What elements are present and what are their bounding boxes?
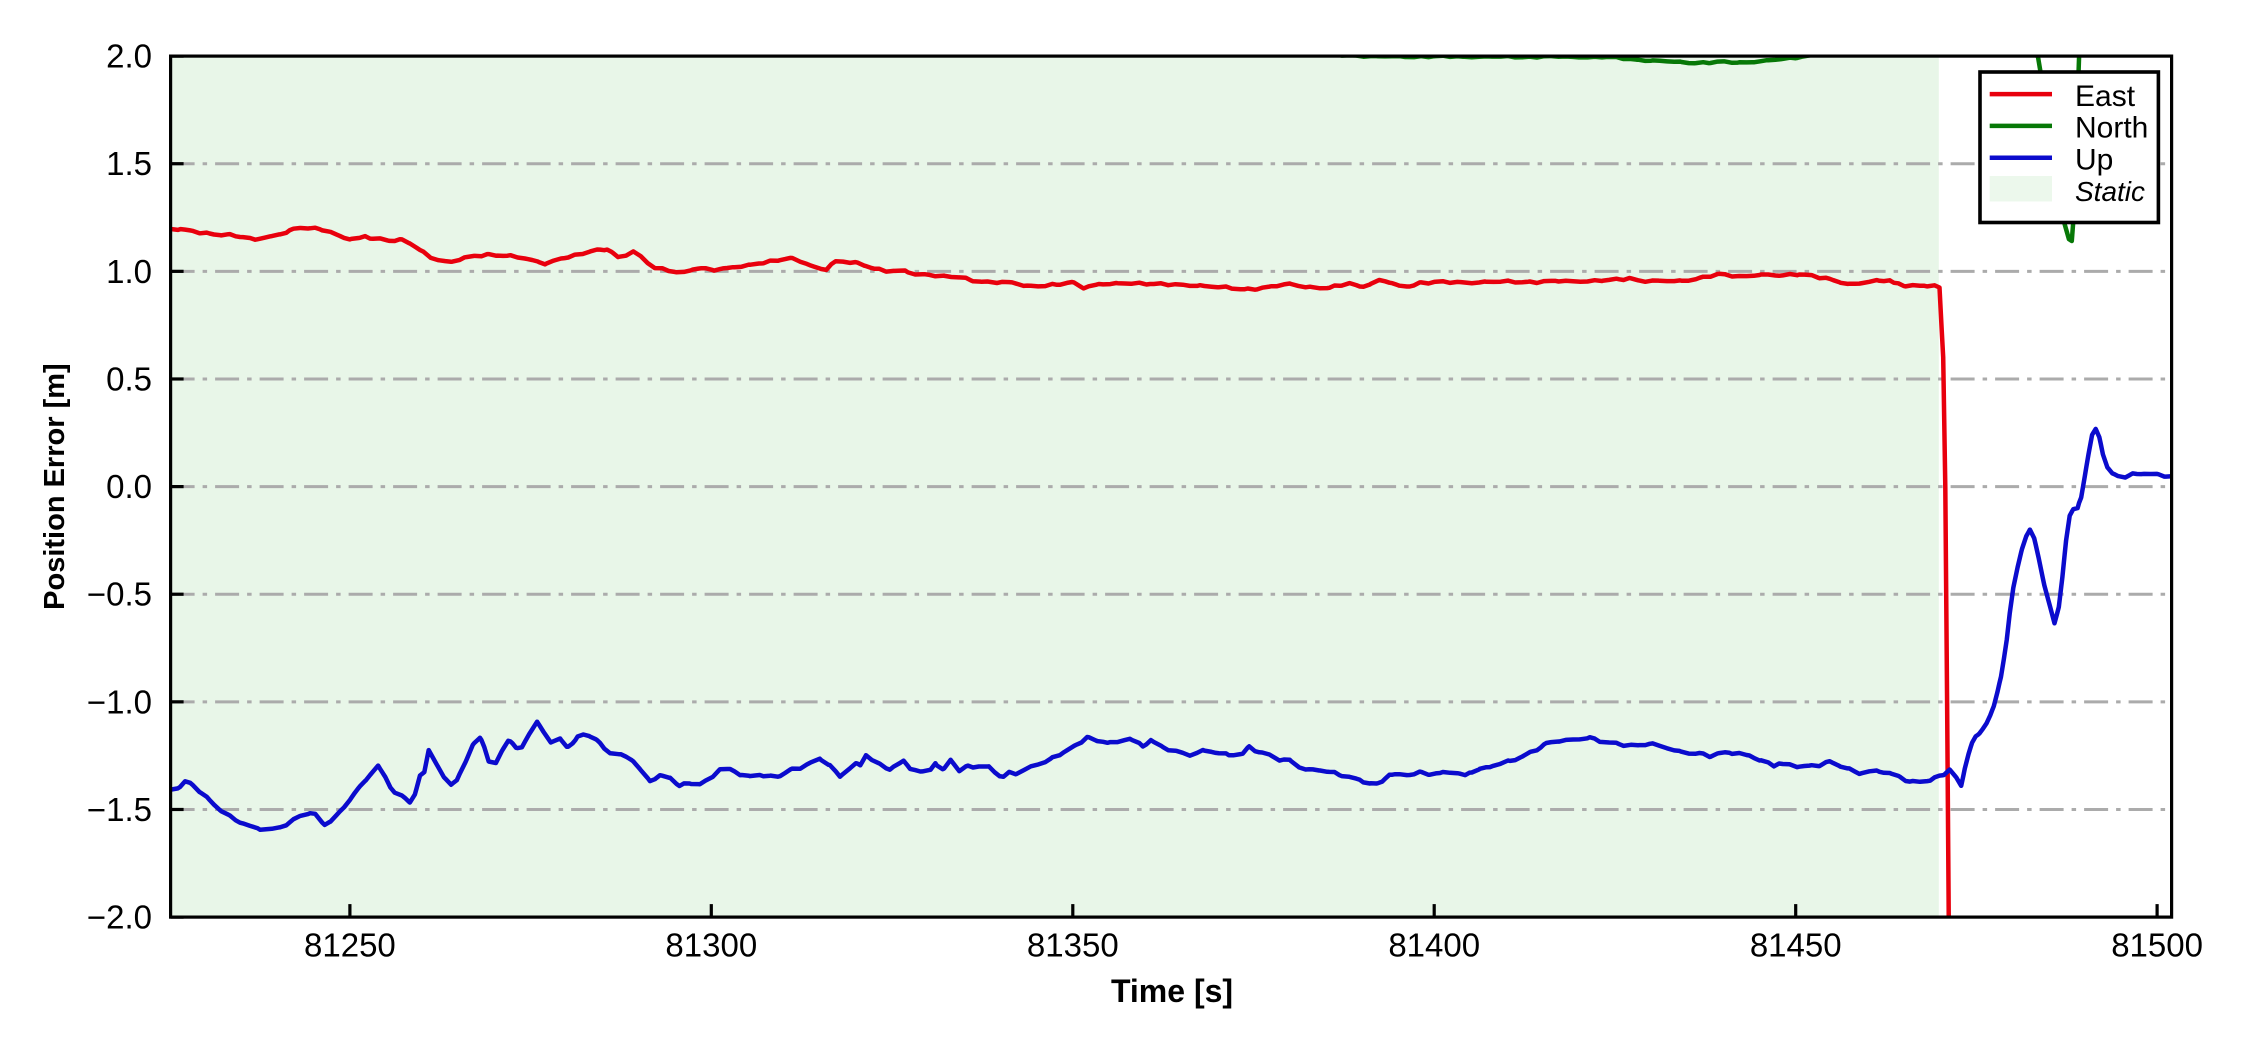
svg-text:−1.5: −1.5 <box>87 791 152 828</box>
svg-text:81350: 81350 <box>1027 927 1119 964</box>
svg-text:81400: 81400 <box>1388 927 1480 964</box>
svg-text:−2.0: −2.0 <box>87 899 152 936</box>
svg-text:2.0: 2.0 <box>106 38 152 75</box>
svg-text:0.0: 0.0 <box>106 468 152 505</box>
svg-text:East: East <box>2075 80 2136 113</box>
svg-text:−1.0: −1.0 <box>87 683 152 720</box>
svg-text:81250: 81250 <box>304 927 396 964</box>
svg-text:81500: 81500 <box>2111 927 2203 964</box>
svg-text:Up: Up <box>2075 143 2113 176</box>
svg-text:81300: 81300 <box>665 927 757 964</box>
svg-text:Static: Static <box>2075 176 2145 207</box>
svg-text:1.5: 1.5 <box>106 145 152 182</box>
svg-text:81450: 81450 <box>1750 927 1842 964</box>
svg-text:North: North <box>2075 112 2148 145</box>
svg-text:−0.5: −0.5 <box>87 576 152 613</box>
svg-text:1.0: 1.0 <box>106 253 152 290</box>
svg-text:Time [s]: Time [s] <box>1111 973 1233 1009</box>
svg-text:Position Error [m]: Position Error [m] <box>39 363 71 610</box>
svg-text:0.5: 0.5 <box>106 361 152 398</box>
